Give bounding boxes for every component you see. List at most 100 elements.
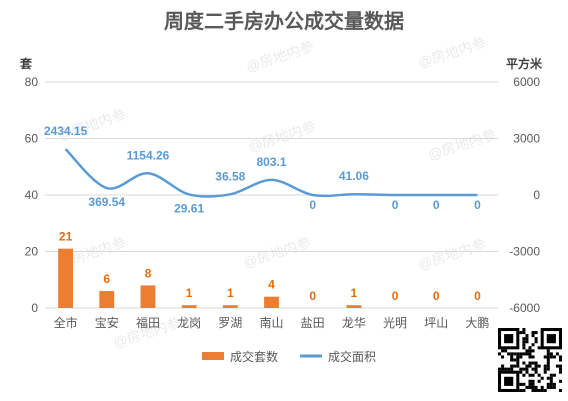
qr-module — [516, 361, 520, 365]
qr-module — [510, 355, 514, 359]
qr-module — [549, 373, 553, 377]
qr-code — [498, 328, 562, 392]
qr-module — [507, 352, 511, 356]
qr-module — [540, 388, 544, 392]
qr-module — [558, 367, 562, 371]
qr-module — [546, 355, 550, 359]
qr-module — [516, 355, 520, 359]
x-tick-label: 坪山 — [424, 316, 448, 330]
qr-module — [546, 358, 550, 362]
line-value-label: 29.61 — [174, 201, 204, 215]
qr-module — [534, 367, 538, 371]
qr-pattern — [498, 328, 562, 392]
watermark: @房地内参 — [416, 236, 488, 273]
qr-module — [504, 367, 508, 371]
qr-module — [516, 358, 520, 362]
qr-module — [537, 373, 541, 377]
qr-module — [510, 358, 514, 362]
qr-module — [522, 373, 526, 377]
qr-module — [549, 376, 553, 380]
bar-value-label: 6 — [103, 272, 110, 286]
x-tick-label: 大鹏 — [465, 316, 489, 330]
qr-module — [525, 337, 529, 341]
qr-module — [519, 382, 523, 386]
qr-module — [501, 367, 505, 371]
line-value-label: 0 — [309, 198, 316, 212]
qr-module — [558, 388, 562, 392]
qr-module — [513, 364, 517, 368]
qr-module — [510, 367, 514, 371]
qr-module — [501, 364, 505, 368]
qr-module — [537, 346, 541, 350]
qr-module — [504, 349, 508, 353]
line-value-label: 0 — [392, 198, 399, 212]
qr-module — [525, 340, 529, 344]
x-axis-ticks: 全市 宝安 福田 龙岗 罗湖 南山 盐田 龙华 光明 坪山 大鹏 — [54, 315, 490, 330]
bar — [58, 248, 74, 308]
qr-module — [528, 382, 532, 386]
bar-value-label: 0 — [392, 289, 399, 303]
qr-module — [522, 331, 526, 335]
qr-module — [546, 349, 550, 353]
qr-module — [549, 355, 553, 359]
left-tick-label: 40 — [25, 188, 39, 202]
qr-module — [510, 352, 514, 356]
x-tick-label: 光明 — [383, 316, 407, 330]
qr-module — [516, 364, 520, 368]
qr-module — [552, 382, 556, 386]
qr-module — [528, 373, 532, 377]
qr-module — [525, 352, 529, 356]
qr-module — [543, 367, 547, 371]
qr-module — [537, 388, 541, 392]
right-tick-label: 3000 — [513, 132, 540, 146]
left-tick-label: 0 — [31, 301, 38, 315]
qr-module — [531, 373, 535, 377]
qr-module — [519, 370, 523, 374]
qr-module — [519, 355, 523, 359]
qr-module — [558, 364, 562, 368]
bar-value-label: 0 — [433, 289, 440, 303]
qr-module — [546, 376, 550, 380]
qr-finder-core — [504, 334, 514, 344]
qr-module — [552, 355, 556, 359]
qr-module — [519, 331, 523, 335]
bar-value-label: 1 — [351, 286, 358, 300]
qr-module — [531, 382, 535, 386]
qr-module — [522, 388, 526, 392]
qr-module — [546, 352, 550, 356]
left-tick-label: 80 — [25, 75, 39, 89]
qr-module — [531, 367, 535, 371]
right-axis-unit: 平方米 — [506, 56, 543, 71]
x-tick-label: 罗湖 — [218, 315, 242, 330]
qr-module — [558, 370, 562, 374]
qr-module — [543, 370, 547, 374]
line-series — [64, 148, 478, 198]
right-tick-label: 6000 — [513, 75, 540, 89]
qr-module — [522, 346, 526, 350]
qr-module — [546, 361, 550, 365]
qr-module — [549, 352, 553, 356]
qr-module — [534, 364, 538, 368]
qr-module — [501, 355, 505, 359]
qr-module — [528, 364, 532, 368]
qr-module — [552, 373, 556, 377]
line-value-label: 0 — [474, 198, 481, 212]
qr-module — [546, 364, 550, 368]
qr-module — [519, 352, 523, 356]
bar — [264, 296, 279, 308]
qr-finder-core — [546, 334, 556, 344]
qr-module — [534, 370, 538, 374]
watermark: @房地内参 — [246, 118, 318, 155]
qr-module — [534, 361, 538, 365]
qr-module — [558, 355, 562, 359]
qr-module — [534, 337, 538, 341]
qr-module — [528, 349, 532, 353]
right-tick-label: 0 — [533, 188, 540, 202]
qr-module — [522, 352, 526, 356]
watermark: @房地内参 — [426, 126, 498, 163]
qr-module — [528, 361, 532, 365]
legend-line-label: 成交面积 — [328, 349, 376, 364]
qr-module — [525, 385, 529, 389]
qr-module — [528, 352, 532, 356]
qr-module — [519, 367, 523, 371]
